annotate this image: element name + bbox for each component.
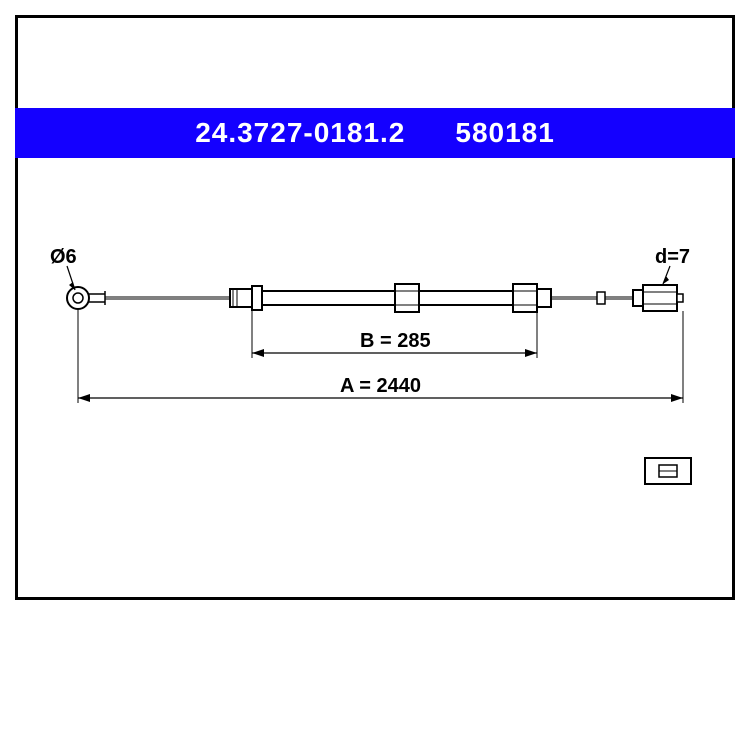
- dim-b-text: B = 285: [360, 330, 431, 352]
- left-diameter-label: Ø6: [50, 246, 77, 268]
- dimension-b: B = 285: [252, 310, 537, 358]
- header-band: 24.3727-0181.2 580181: [15, 108, 735, 158]
- outer-sleeve: [230, 284, 551, 312]
- part-number: 24.3727-0181.2: [195, 117, 405, 149]
- technical-drawing: Ø6 d=7 B = 285 A = 2440: [15, 158, 735, 600]
- part-code: 580181: [455, 117, 554, 149]
- end-view-icon: [645, 458, 691, 484]
- dimension-a: A = 2440: [78, 309, 683, 403]
- stop-washer: [597, 292, 605, 304]
- left-eyelet: [67, 287, 105, 309]
- dim-a-text: A = 2440: [340, 375, 421, 397]
- right-end-fitting: [633, 285, 683, 311]
- right-d-label: d=7: [655, 246, 690, 268]
